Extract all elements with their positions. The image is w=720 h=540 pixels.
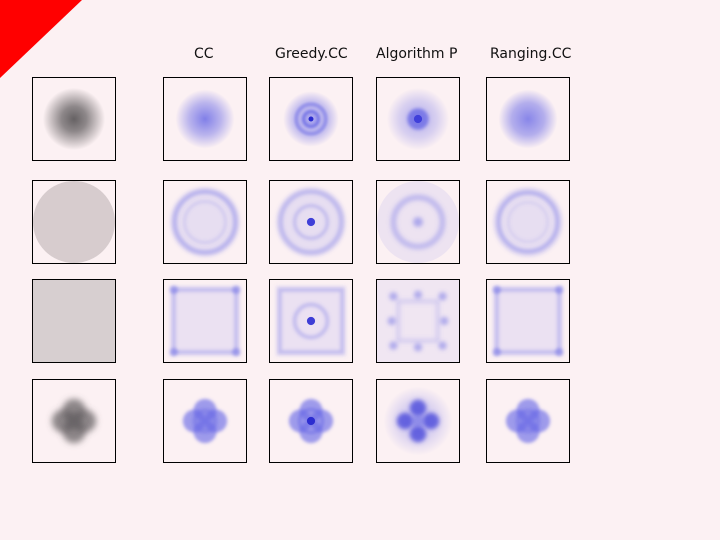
column-header-cc: CC (194, 46, 214, 62)
panel-graphic (492, 186, 564, 258)
column-header-ranging-cc: Ranging.CC (490, 46, 572, 62)
result-image-gaussian-blob-col1 (163, 77, 247, 161)
panel-graphic (283, 91, 339, 147)
panel-graphic (377, 181, 459, 263)
panel-graphic (275, 186, 347, 258)
source-image-disk (32, 180, 116, 264)
result-image-disk-col1 (163, 180, 247, 264)
result-image-four-lobe-col1 (163, 379, 247, 463)
result-image-square-col2 (269, 279, 353, 363)
result-image-four-lobe-col3 (376, 379, 460, 463)
source-image-gaussian-blob (32, 77, 116, 161)
result-image-four-lobe-col2 (269, 379, 353, 463)
source-image-square (32, 279, 116, 363)
result-image-disk-col4 (486, 180, 570, 264)
result-image-square-col1 (163, 279, 247, 363)
result-image-four-lobe-col4 (486, 379, 570, 463)
column-header-algorithm-p: Algorithm P (376, 46, 458, 62)
panel-graphic (288, 398, 334, 444)
source-image-four-lobe (32, 379, 116, 463)
panel-graphic (33, 181, 115, 263)
corner-flag (0, 0, 82, 78)
panel-graphic (377, 280, 459, 362)
panel-graphic (42, 87, 106, 151)
panel-graphic (505, 398, 551, 444)
panel-graphic (386, 87, 450, 151)
result-image-square-col3 (376, 279, 460, 363)
panel-graphic (169, 186, 241, 258)
panel-graphic (182, 398, 228, 444)
panel-graphic (175, 89, 235, 149)
panel-graphic (275, 285, 347, 357)
panel-graphic (383, 386, 453, 456)
panel-graphic (169, 285, 241, 357)
panel-graphic (498, 89, 558, 149)
panel-graphic (492, 285, 564, 357)
panel-graphic (51, 398, 97, 444)
result-image-gaussian-blob-col2 (269, 77, 353, 161)
result-image-gaussian-blob-col3 (376, 77, 460, 161)
column-header-greedy-cc: Greedy.CC (275, 46, 348, 62)
result-image-disk-col3 (376, 180, 460, 264)
panel-graphic (33, 280, 115, 362)
result-image-disk-col2 (269, 180, 353, 264)
result-image-gaussian-blob-col4 (486, 77, 570, 161)
result-image-square-col4 (486, 279, 570, 363)
